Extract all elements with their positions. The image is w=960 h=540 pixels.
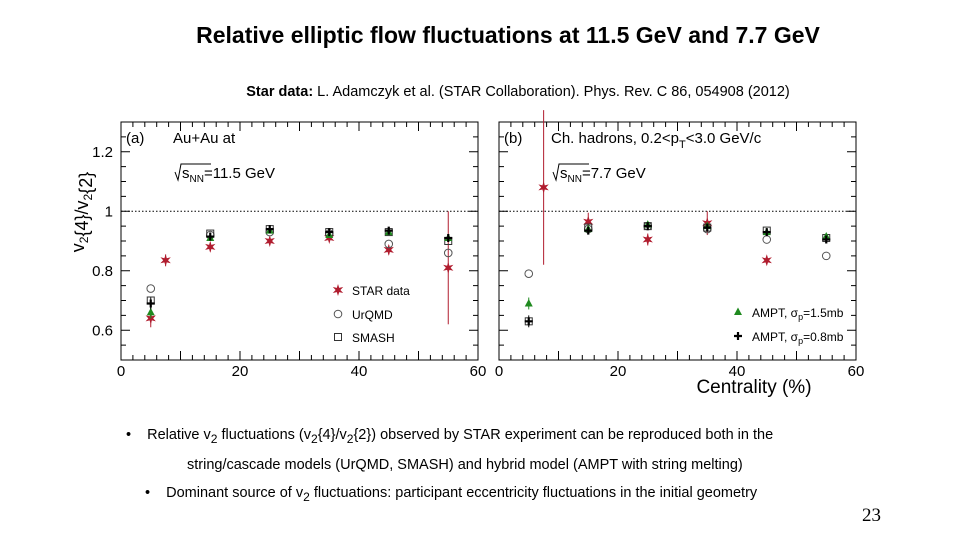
square-marker xyxy=(334,333,342,341)
cross-marker xyxy=(444,234,453,243)
cross-marker xyxy=(762,228,771,237)
legend-entry xyxy=(334,333,342,341)
star-marker xyxy=(642,233,653,246)
legend-entry xyxy=(734,307,742,315)
panel-tag: (a) xyxy=(126,130,144,147)
y-axis-label: v2{4}/v2{2} xyxy=(68,172,96,252)
triangle-marker xyxy=(146,307,155,316)
circle-marker xyxy=(762,235,772,244)
star-marker xyxy=(160,254,171,267)
x-tick-label: 0 xyxy=(495,363,503,380)
circle-marker xyxy=(443,248,453,258)
y-tick-label: 0.8 xyxy=(92,263,113,280)
bullet-dot: • xyxy=(126,427,132,443)
star-marker xyxy=(332,284,344,296)
legend-label: AMPT, σp=1.5mb xyxy=(752,306,844,322)
legend-label: SMASH xyxy=(352,331,395,345)
x-tick-label: 60 xyxy=(470,363,487,380)
legend-entry xyxy=(333,309,343,319)
legend-entry xyxy=(332,284,344,296)
cross-marker xyxy=(703,223,712,232)
x-tick-label: 40 xyxy=(351,363,368,380)
x-tick-label: 0 xyxy=(117,363,125,380)
star-marker xyxy=(538,181,549,194)
x-tick-label: 20 xyxy=(610,363,627,380)
cross-marker xyxy=(206,232,215,241)
panel-system-label: Au+Au at xyxy=(173,130,236,147)
sqrt-symbol xyxy=(174,163,211,182)
series-cross xyxy=(524,222,831,328)
series-star xyxy=(145,211,454,328)
star-marker xyxy=(383,243,394,256)
circle-marker xyxy=(333,309,343,319)
cross-marker xyxy=(384,226,393,235)
circle-marker xyxy=(146,284,156,293)
bullet-2: • Dominant source of v2 fluctuations: pa… xyxy=(145,485,758,504)
star-marker xyxy=(264,235,275,247)
x-tick-label: 40 xyxy=(729,363,746,380)
reference-label: Star data: xyxy=(246,84,314,100)
series-triangle xyxy=(146,226,453,319)
circle-marker xyxy=(524,269,534,279)
x-tick-label: 60 xyxy=(848,363,865,380)
series-circle xyxy=(524,221,831,279)
bullet-dot: • xyxy=(145,485,151,501)
series-triangle xyxy=(524,220,831,310)
star-marker xyxy=(761,254,772,267)
x-axis-label: Centrality (%) xyxy=(696,377,811,398)
star-marker xyxy=(583,215,594,228)
star-marker xyxy=(145,312,156,325)
series-cross xyxy=(146,225,453,310)
legend-label: STAR data xyxy=(352,284,410,298)
slide-title: Relative elliptic flow fluctuations at 1… xyxy=(196,22,820,48)
energy-label: sNN=7.7 GeV xyxy=(560,165,646,185)
bullet-1-continuation: string/cascade models (UrQMD, SMASH) and… xyxy=(187,457,743,473)
reference-line: Star data: L. Adamczyk et al. (STAR Coll… xyxy=(0,84,960,100)
star-marker xyxy=(205,240,216,253)
cross-marker xyxy=(584,226,593,235)
legend-label: AMPT, σp=0.8mb xyxy=(752,330,844,346)
page-number: 23 xyxy=(862,505,881,526)
plot-frame xyxy=(498,121,857,361)
bullet-1: • Relative v2 fluctuations (v2{4}/v2{2})… xyxy=(126,427,774,446)
panel-system-label: Ch. hadrons, 0.2<pT<3.0 GeV/c xyxy=(551,130,762,151)
cross-marker xyxy=(265,225,274,234)
star-marker xyxy=(443,261,454,274)
plot-frame xyxy=(120,121,479,361)
cross-marker xyxy=(822,235,831,244)
triangle-marker xyxy=(524,298,533,307)
sqrt-symbol xyxy=(552,163,589,182)
x-tick-label: 20 xyxy=(232,363,249,380)
series-circle xyxy=(146,227,453,293)
cross-marker xyxy=(643,222,652,231)
legend-label: UrQMD xyxy=(352,308,393,322)
circle-marker xyxy=(384,239,394,249)
cross-marker xyxy=(734,332,742,340)
y-tick-label: 0.6 xyxy=(92,322,113,339)
cross-marker xyxy=(146,299,155,308)
legend-entry xyxy=(734,332,742,340)
cross-marker xyxy=(325,228,334,237)
triangle-marker xyxy=(734,307,742,315)
energy-label: sNN=11.5 GeV xyxy=(182,165,275,185)
circle-marker xyxy=(821,251,831,261)
y-tick-label: 1 xyxy=(105,203,113,220)
reference-text: L. Adamczyk et al. (STAR Collaboration).… xyxy=(313,84,790,100)
y-tick-label: 1.2 xyxy=(92,144,113,161)
cross-marker xyxy=(524,317,533,326)
panel-tag: (b) xyxy=(504,130,522,147)
